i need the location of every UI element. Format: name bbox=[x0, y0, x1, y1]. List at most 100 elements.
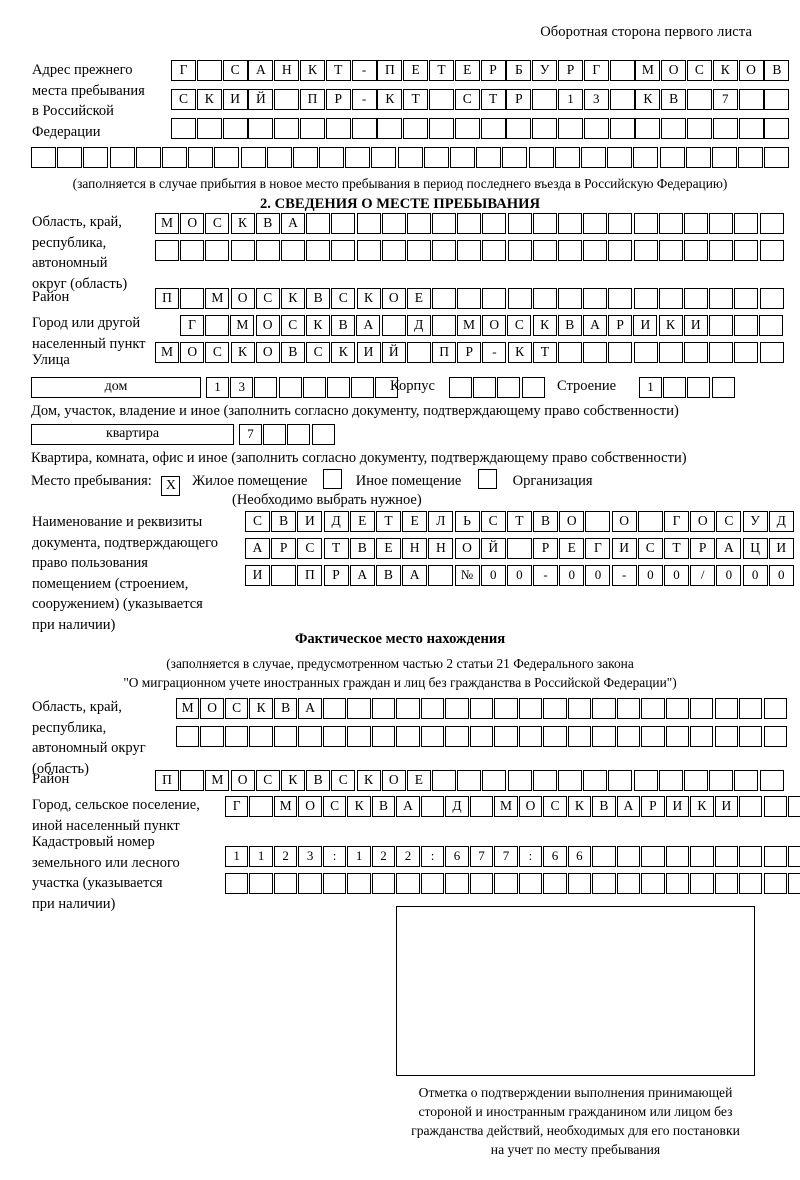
char-cell[interactable] bbox=[608, 770, 633, 791]
char-cell[interactable]: К bbox=[347, 796, 371, 817]
char-cell[interactable] bbox=[763, 846, 787, 867]
char-cell[interactable]: Г bbox=[180, 315, 204, 336]
char-cell[interactable]: Н bbox=[402, 538, 428, 559]
char-cell[interactable]: 2 bbox=[273, 846, 298, 867]
stroenie-row[interactable]: 1 bbox=[639, 377, 736, 398]
char-cell[interactable]: - bbox=[351, 89, 377, 110]
char-cell[interactable] bbox=[665, 873, 690, 894]
char-cell[interactable]: О bbox=[230, 288, 255, 309]
char-cell[interactable]: К bbox=[230, 342, 255, 363]
char-cell[interactable]: М bbox=[176, 698, 200, 719]
char-cell[interactable]: Р bbox=[271, 538, 297, 559]
char-cell[interactable] bbox=[319, 147, 345, 168]
char-cell[interactable] bbox=[469, 873, 494, 894]
char-cell[interactable]: Н bbox=[428, 538, 454, 559]
char-cell[interactable] bbox=[532, 118, 558, 139]
char-cell[interactable] bbox=[249, 873, 273, 894]
char-cell[interactable] bbox=[420, 698, 445, 719]
char-cell[interactable]: Г bbox=[225, 796, 249, 817]
char-cell[interactable]: К bbox=[712, 60, 738, 81]
char-cell[interactable] bbox=[507, 770, 532, 791]
char-cell[interactable] bbox=[616, 873, 641, 894]
char-cell[interactable] bbox=[709, 240, 734, 261]
char-cell[interactable] bbox=[371, 147, 397, 168]
char-cell[interactable] bbox=[432, 770, 457, 791]
char-cell[interactable] bbox=[665, 846, 690, 867]
char-cell[interactable] bbox=[351, 118, 377, 139]
char-cell[interactable]: М bbox=[635, 60, 661, 81]
char-cell[interactable] bbox=[180, 240, 205, 261]
char-cell[interactable]: Р bbox=[323, 565, 349, 586]
char-cell[interactable] bbox=[714, 873, 738, 894]
char-cell[interactable] bbox=[507, 288, 532, 309]
char-cell[interactable]: 6 bbox=[543, 846, 567, 867]
char-cell[interactable] bbox=[371, 698, 396, 719]
char-cell[interactable] bbox=[532, 240, 557, 261]
char-cell[interactable] bbox=[665, 726, 689, 747]
char-cell[interactable] bbox=[449, 377, 472, 398]
char-cell[interactable] bbox=[683, 240, 708, 261]
char-cell[interactable]: С bbox=[637, 538, 663, 559]
char-cell[interactable] bbox=[381, 213, 406, 234]
stay-type-option1-checkbox[interactable]: X bbox=[161, 476, 181, 496]
char-cell[interactable]: Г bbox=[585, 538, 611, 559]
char-cell[interactable]: В bbox=[306, 288, 331, 309]
char-cell[interactable]: К bbox=[658, 315, 683, 336]
char-cell[interactable] bbox=[518, 726, 543, 747]
char-cell[interactable]: О bbox=[611, 511, 637, 532]
char-cell[interactable] bbox=[214, 147, 240, 168]
char-cell[interactable] bbox=[633, 240, 658, 261]
char-cell[interactable] bbox=[292, 147, 318, 168]
char-cell[interactable] bbox=[518, 698, 543, 719]
char-cell[interactable] bbox=[482, 288, 507, 309]
char-cell[interactable]: О bbox=[381, 288, 406, 309]
char-cell[interactable] bbox=[635, 118, 661, 139]
char-cell[interactable]: А bbox=[248, 60, 274, 81]
char-cell[interactable]: О bbox=[180, 342, 205, 363]
char-cell[interactable]: П bbox=[155, 288, 179, 309]
char-cell[interactable]: / bbox=[690, 565, 716, 586]
char-cell[interactable] bbox=[633, 342, 658, 363]
korpus-row[interactable] bbox=[449, 377, 546, 398]
char-cell[interactable]: С bbox=[205, 213, 230, 234]
char-cell[interactable] bbox=[683, 288, 708, 309]
flat-row[interactable]: 7 bbox=[239, 424, 336, 445]
char-cell[interactable] bbox=[331, 240, 356, 261]
char-cell[interactable] bbox=[592, 846, 616, 867]
char-cell[interactable]: 6 bbox=[445, 846, 469, 867]
char-cell[interactable] bbox=[759, 342, 784, 363]
char-cell[interactable]: В bbox=[255, 213, 280, 234]
char-cell[interactable]: А bbox=[716, 538, 742, 559]
char-cell[interactable] bbox=[457, 288, 482, 309]
char-cell[interactable] bbox=[273, 873, 298, 894]
char-cell[interactable]: В bbox=[306, 770, 331, 791]
char-cell[interactable] bbox=[222, 118, 248, 139]
char-cell[interactable] bbox=[738, 147, 764, 168]
char-cell[interactable] bbox=[658, 288, 683, 309]
char-cell[interactable]: П bbox=[432, 342, 457, 363]
char-cell[interactable] bbox=[532, 770, 557, 791]
char-cell[interactable] bbox=[734, 770, 759, 791]
char-cell[interactable] bbox=[306, 240, 331, 261]
char-cell[interactable]: Т bbox=[428, 60, 454, 81]
char-cell[interactable]: М bbox=[273, 796, 298, 817]
char-cell[interactable] bbox=[734, 240, 759, 261]
char-cell[interactable] bbox=[683, 342, 708, 363]
char-cell[interactable] bbox=[375, 377, 399, 398]
char-cell[interactable]: К bbox=[230, 213, 255, 234]
char-cell[interactable] bbox=[249, 796, 273, 817]
char-cell[interactable] bbox=[759, 213, 784, 234]
char-cell[interactable] bbox=[528, 147, 554, 168]
char-cell[interactable]: 1 bbox=[347, 846, 371, 867]
char-cell[interactable] bbox=[708, 315, 733, 336]
char-cell[interactable] bbox=[608, 342, 633, 363]
char-cell[interactable]: С bbox=[322, 796, 347, 817]
char-cell[interactable]: В bbox=[273, 698, 298, 719]
char-cell[interactable] bbox=[445, 698, 469, 719]
char-cell[interactable]: 1 bbox=[557, 89, 583, 110]
char-cell[interactable] bbox=[616, 846, 641, 867]
char-cell[interactable] bbox=[240, 147, 266, 168]
